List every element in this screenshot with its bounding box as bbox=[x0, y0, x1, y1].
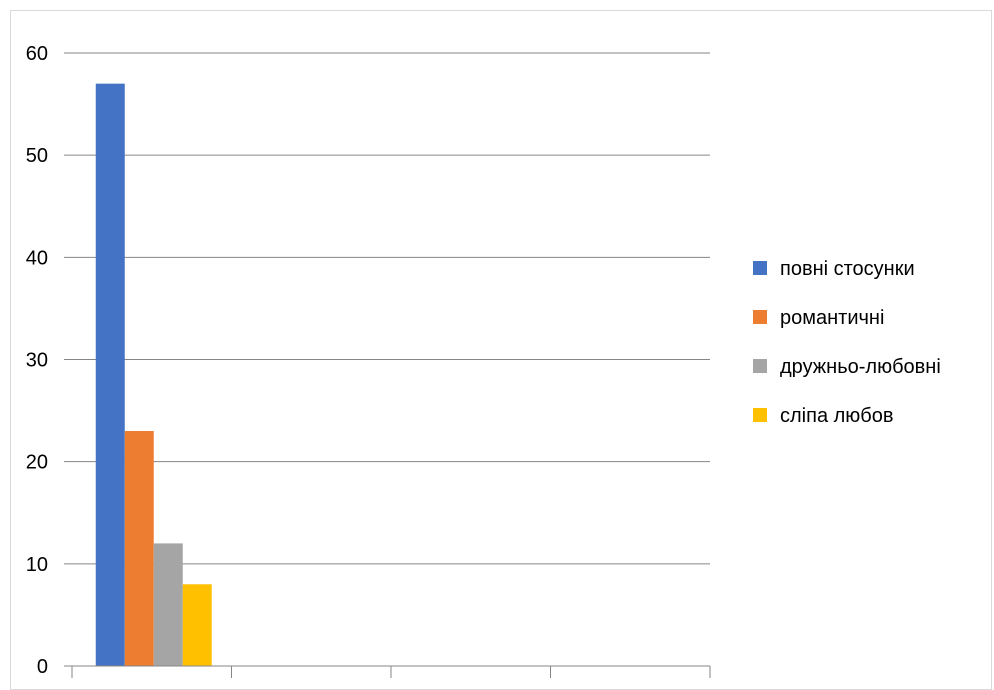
y-tick-label: 0 bbox=[37, 656, 48, 678]
bar bbox=[124, 431, 154, 666]
bars bbox=[95, 83, 212, 666]
legend-label: повні стосунки bbox=[780, 258, 915, 280]
gridlines bbox=[64, 52, 710, 565]
legend-swatch bbox=[753, 261, 767, 275]
y-tick-label: 20 bbox=[26, 452, 48, 474]
legend-swatch bbox=[753, 359, 767, 373]
legend: повні стосунки романтичні дружньо-любовні с… bbox=[753, 258, 941, 427]
y-axis-tick-labels: 0 10 20 30 40 50 60 bbox=[26, 43, 48, 678]
x-axis bbox=[64, 665, 711, 678]
bar bbox=[95, 83, 125, 666]
legend-swatch bbox=[753, 310, 767, 324]
bar bbox=[182, 584, 212, 666]
legend-label: романтичні bbox=[780, 307, 884, 329]
y-tick-label: 10 bbox=[26, 554, 48, 576]
legend-label: сліпа любов bbox=[780, 405, 894, 427]
legend-label: дружньо-любовні bbox=[780, 356, 941, 378]
y-tick-label: 40 bbox=[26, 247, 48, 269]
bar bbox=[153, 543, 183, 666]
y-tick-label: 30 bbox=[26, 350, 48, 372]
y-tick-label: 60 bbox=[26, 43, 48, 65]
legend-swatch bbox=[753, 408, 767, 422]
y-tick-label: 50 bbox=[26, 145, 48, 167]
